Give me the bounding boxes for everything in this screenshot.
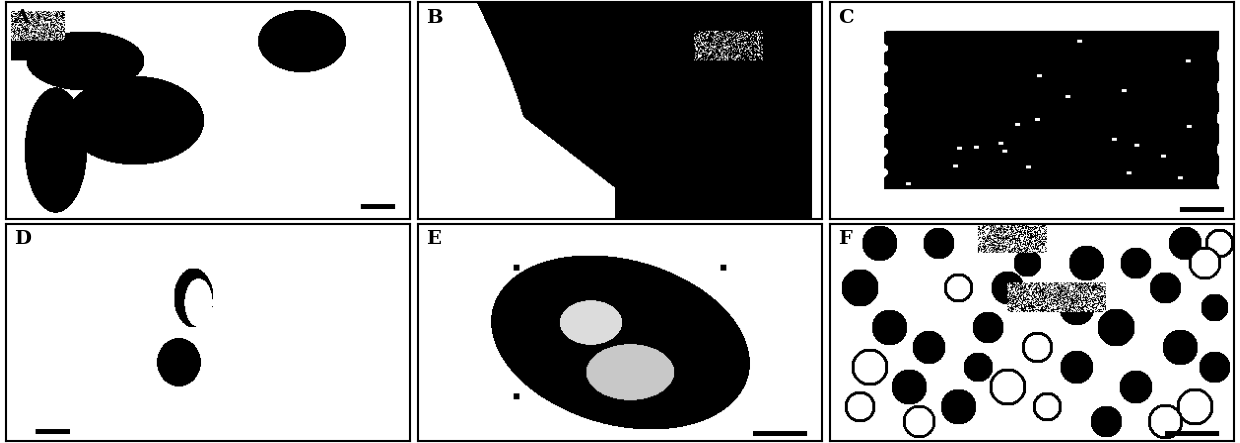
Text: C: C <box>838 9 853 27</box>
Text: E: E <box>427 230 441 248</box>
Text: B: B <box>427 9 443 27</box>
Text: A: A <box>15 9 30 27</box>
Text: F: F <box>838 230 852 248</box>
Text: D: D <box>15 230 31 248</box>
